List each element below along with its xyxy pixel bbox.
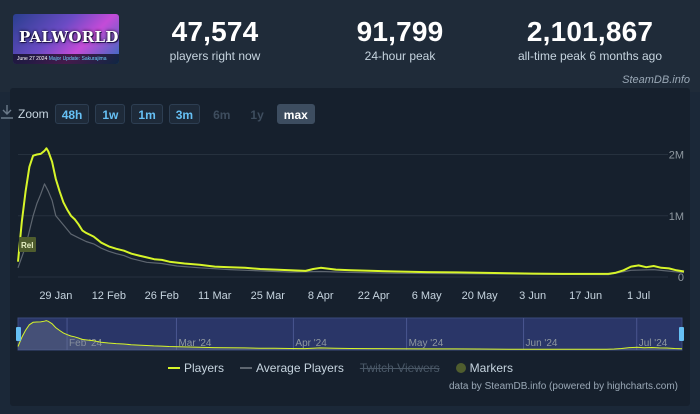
zoom-1y-button: 1y — [250, 108, 264, 122]
navigator-line — [17, 320, 683, 350]
zoom-1w-button[interactable]: 1w — [95, 104, 126, 124]
stat-value: 2,101,867 — [526, 16, 654, 47]
banner-caption: June 27 2024 Major Update: Sakurajima — [13, 54, 119, 64]
navigator-tick-label: Jun '24 — [526, 338, 558, 349]
y-axis-ticks: 0 1M 2M — [669, 150, 684, 285]
zoom-label: Zoom — [18, 107, 49, 121]
stat-value: 47,574 — [171, 16, 259, 47]
legend-markers-label: Markers — [469, 361, 513, 375]
game-banner[interactable]: PALWORLD June 27 2024 Major Update: Saku… — [13, 14, 119, 64]
navigator-area — [18, 320, 682, 350]
stats-header: PALWORLD June 27 2024 Major Update: Saku… — [0, 0, 700, 92]
chart-grid — [18, 154, 668, 278]
navigator-right-handle — [679, 327, 684, 341]
x-tick-label: 20 May — [462, 290, 499, 302]
chart-series — [17, 147, 685, 276]
legend-average-swatch — [240, 367, 253, 369]
zoom-3m-button[interactable]: 3m — [168, 104, 201, 124]
legend-twitch-viewers[interactable]: Twitch Viewers — [360, 361, 440, 375]
x-axis-ticks: 29 Jan 12 Feb 26 Feb 11 Mar 25 Mar 8 Apr 22 Ap… — [39, 290, 650, 302]
x-tick-label: 11 Mar — [198, 290, 232, 302]
release-marker-box — [19, 237, 36, 252]
zoom-6m-button: 6m — [213, 108, 231, 122]
zoom-48h-button[interactable]: 48h — [54, 104, 90, 124]
zoom-max-button[interactable]: max — [276, 104, 315, 124]
zoom-1m-button[interactable]: 1m — [131, 104, 163, 124]
x-tick-label: 12 Feb — [92, 290, 126, 302]
y-tick-label: 1M — [669, 211, 684, 223]
x-tick-label: 17 Jun — [569, 290, 602, 302]
x-tick-label: 1 Jul — [627, 290, 650, 302]
navigator-tick-label: May '24 — [409, 338, 444, 349]
stat-label: 24-hour peak — [364, 49, 436, 63]
average-players-line — [17, 183, 685, 276]
legend-average-players[interactable]: Average Players — [240, 361, 344, 375]
banner-date: June 27 2024 — [17, 56, 48, 62]
legend-average-label: Average Players — [256, 361, 344, 375]
stat-24h-peak: 91,799 24-hour peak — [340, 16, 460, 63]
x-tick-label: 6 May — [412, 290, 442, 302]
legend-players-label: Players — [184, 361, 225, 375]
game-logo: PALWORLD — [19, 28, 119, 46]
legend-markers-dot — [455, 363, 466, 373]
navigator: Feb '24 Mar '24 Apr '24 May '24 Jun '24 Jul '… — [16, 317, 684, 351]
x-tick-label: 26 Feb — [145, 290, 179, 302]
steamdb-credit[interactable]: SteamDB.info — [622, 74, 690, 86]
chart-legend: Players Average Players Twitch Viewers M… — [168, 361, 529, 375]
navigator-tick-label: Jul '24 — [639, 338, 668, 349]
navigator-left-handle — [16, 327, 21, 341]
download-icon[interactable] — [0, 104, 14, 120]
stat-value: 91,799 — [356, 16, 444, 47]
y-tick-label: 2M — [669, 150, 684, 162]
x-tick-label: 8 Apr — [308, 290, 334, 302]
stat-all-time-peak: 2,101,867 all-time peak 6 months ago — [505, 16, 675, 63]
stat-label: all-time peak 6 months ago — [517, 49, 663, 63]
navigator-tick-label: Feb '24 — [69, 338, 102, 349]
release-marker: Rel — [19, 237, 36, 252]
legend-markers[interactable]: Markers — [455, 361, 513, 375]
chart-panel — [10, 88, 690, 406]
legend-twitch-label: Twitch Viewers — [359, 361, 440, 375]
stat-current-players: 47,574 players right now — [160, 16, 270, 63]
legend-players-swatch — [168, 367, 180, 369]
banner-update: Major Update: Sakurajima — [48, 56, 107, 62]
release-marker-label: Rel — [21, 241, 33, 250]
navigator-tick-label: Mar '24 — [178, 338, 211, 349]
stat-label: players right now — [169, 49, 261, 63]
legend-players[interactable]: Players — [168, 361, 224, 375]
x-tick-label: 3 Jun — [519, 290, 546, 302]
x-tick-label: 22 Apr — [358, 290, 390, 302]
x-tick-label: 25 Mar — [251, 290, 286, 302]
highcharts-credit[interactable]: data by SteamDB.info (powered by highcha… — [449, 381, 678, 392]
players-line — [17, 147, 685, 275]
y-tick-label: 0 — [678, 272, 684, 284]
x-tick-label: 29 Jan — [39, 290, 72, 302]
zoom-selector: Zoom 48h 1w 1m 3m 6m 1y max — [18, 104, 321, 124]
navigator-tick-label: Apr '24 — [295, 338, 327, 349]
